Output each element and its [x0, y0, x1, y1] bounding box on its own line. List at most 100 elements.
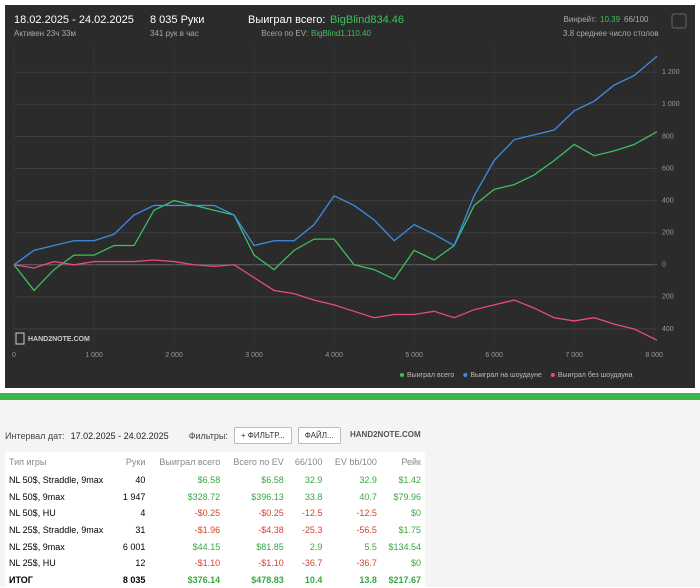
x-tick-label: 3 000 [245, 352, 263, 359]
winrate-value: 10.39 [600, 15, 621, 24]
cell: NL 25$, 9max [9, 541, 65, 552]
legend-label: Выиграл на шоудауне [470, 372, 542, 379]
row: NL 50$, 9max 1 947 $328.72 $396.13 33.8 40.7 $… [5, 489, 425, 506]
cell: Тип игры [9, 457, 47, 467]
cell: NL 25$, Straddle, 9max [9, 525, 104, 536]
won-value: BigBlind834.46 [330, 14, 404, 26]
green-band [0, 393, 700, 400]
filters-label: Фильтры: [188, 430, 228, 441]
row: NL 25$, HU 12 -$1.10 -$1.10 -36.7 -36.7 $0 [5, 555, 425, 572]
y-tick-label: 400 [662, 326, 674, 333]
cell: $6.58 [197, 475, 221, 486]
cell: $376.14 [187, 574, 221, 585]
cell: 40.7 [359, 491, 377, 502]
total-row: ИТОГ 8 035 $376.14 $478.83 10.4 13.8 $217.67 [5, 572, 425, 588]
legend-marker [400, 373, 404, 377]
cell: $79.96 [393, 491, 421, 502]
stats-area: Интервал дат: 17.02.2025 - 24.02.2025 Фи… [0, 400, 700, 588]
row: NL 25$, Straddle, 9max 31 -$1.96 -$4.38 -25.… [5, 522, 425, 539]
interval[interactable]: 17.02.2025 - 24.02.2025 [70, 430, 169, 441]
y-tick-label: 600 [662, 165, 674, 172]
x-tick-label: 0 [12, 352, 16, 359]
cell: -$1.96 [194, 525, 221, 536]
cell: $0 [410, 508, 421, 519]
cell: 31 [135, 525, 146, 536]
dates: 18.02.2025 - 24.02.2025 [14, 14, 134, 26]
cell: Всего по EV [233, 457, 284, 467]
cell: -$1.10 [258, 558, 284, 569]
hands: 8 035 Руки [150, 14, 204, 26]
logo: HAND2NOTE.COM [28, 336, 90, 343]
series-line [13, 55, 658, 266]
y-tick-label: 0 [662, 262, 666, 269]
series-line [13, 131, 658, 292]
cell: $328.72 [187, 491, 221, 502]
cell: 10.4 [304, 574, 323, 585]
x-tick-label: 5 000 [405, 352, 423, 359]
rate: 341 рук в час [150, 29, 199, 38]
cell: -56.5 [356, 525, 377, 536]
filter-row: Интервал дат: 17.02.2025 - 24.02.2025 Фи… [5, 427, 341, 444]
cell: EV bb/100 [334, 457, 377, 467]
cell: 12 [135, 558, 146, 569]
cell: $478.83 [251, 574, 284, 585]
cell: Выиграл всего [159, 457, 221, 467]
cell: $44.15 [192, 541, 221, 552]
cell: -$4.38 [258, 525, 284, 536]
cell: 4 [140, 508, 146, 519]
file-button[interactable]: ФАЙЛ... [297, 427, 341, 444]
cell: NL 50$, 9max [9, 491, 65, 502]
cell: NL 50$, HU [9, 508, 56, 519]
cell: -36.7 [301, 558, 323, 569]
cell: 33.8 [304, 491, 323, 502]
x-tick-label: 6 000 [485, 352, 503, 359]
y-tick-label: 200 [662, 230, 674, 237]
active: Активен 23ч 33м [14, 29, 76, 38]
cell: NL 50$, Straddle, 9max [9, 475, 104, 486]
cell: 32.9 [359, 475, 377, 486]
won-label: Выиграл всего: [248, 14, 325, 26]
x-tick-label: 1 000 [85, 352, 103, 359]
cell: 32.9 [304, 475, 323, 486]
cell: 2.9 [309, 541, 323, 552]
filter-button[interactable]: + ФИЛЬТР... [233, 427, 292, 444]
ev-label: Всего по EV: [261, 29, 308, 38]
cell: $1.42 [398, 475, 421, 486]
tables: 3.8 среднее число столов [563, 29, 659, 38]
x-tick-label: 2 000 [165, 352, 183, 359]
chart-panel: 18.02.2025 - 24.02.2025 Активен 23ч 33м … [0, 5, 700, 400]
y-tick-label: 400 [662, 197, 674, 204]
y-tick-label: 1 000 [662, 101, 680, 108]
cell: -25.3 [301, 525, 323, 536]
logo: HAND2NOTE.COM [350, 430, 421, 439]
cell: NL 25$, HU [9, 558, 56, 569]
cell: 40 [135, 475, 146, 486]
stats-table: Тип игры Руки Выиграл всего Всего по EV 66/1… [5, 452, 425, 588]
cell: 5.5 [364, 541, 377, 552]
logo-icon [15, 332, 25, 345]
cell: 6 001 [122, 541, 146, 552]
cell: $396.13 [251, 491, 284, 502]
cell: 1 947 [122, 491, 146, 502]
winrate-label: Винрейт: [564, 15, 597, 24]
y-tick-label: 800 [662, 133, 674, 140]
y-tick-label: 1 200 [662, 69, 680, 76]
interval-label: Интервал дат: [5, 430, 65, 441]
settings-button[interactable] [671, 13, 687, 29]
cell: -12.5 [356, 508, 377, 519]
cell: ИТОГ [9, 574, 33, 585]
header-row: Тип игры Руки Выиграл всего Всего по EV 66/1… [5, 452, 425, 472]
cell: -12.5 [301, 508, 323, 519]
cell: $0 [410, 558, 421, 569]
row: NL 50$, HU 4 -$0.25 -$0.25 -12.5 -12.5 $0 [5, 505, 425, 522]
winrate-unit: 66/100 [624, 15, 649, 24]
cell: $134.54 [388, 541, 421, 552]
x-tick-label: 4 000 [325, 352, 343, 359]
cell: -$1.10 [194, 558, 221, 569]
legend-label: Выиграл всего [407, 372, 454, 379]
x-tick-label: 8 000 [645, 352, 663, 359]
cell: -$0.25 [258, 508, 284, 519]
x-tick-label: 7 000 [565, 352, 583, 359]
row: NL 50$, Straddle, 9max 40 $6.58 $6.58 32.9 32… [5, 472, 425, 489]
cell: $1.75 [398, 525, 421, 536]
